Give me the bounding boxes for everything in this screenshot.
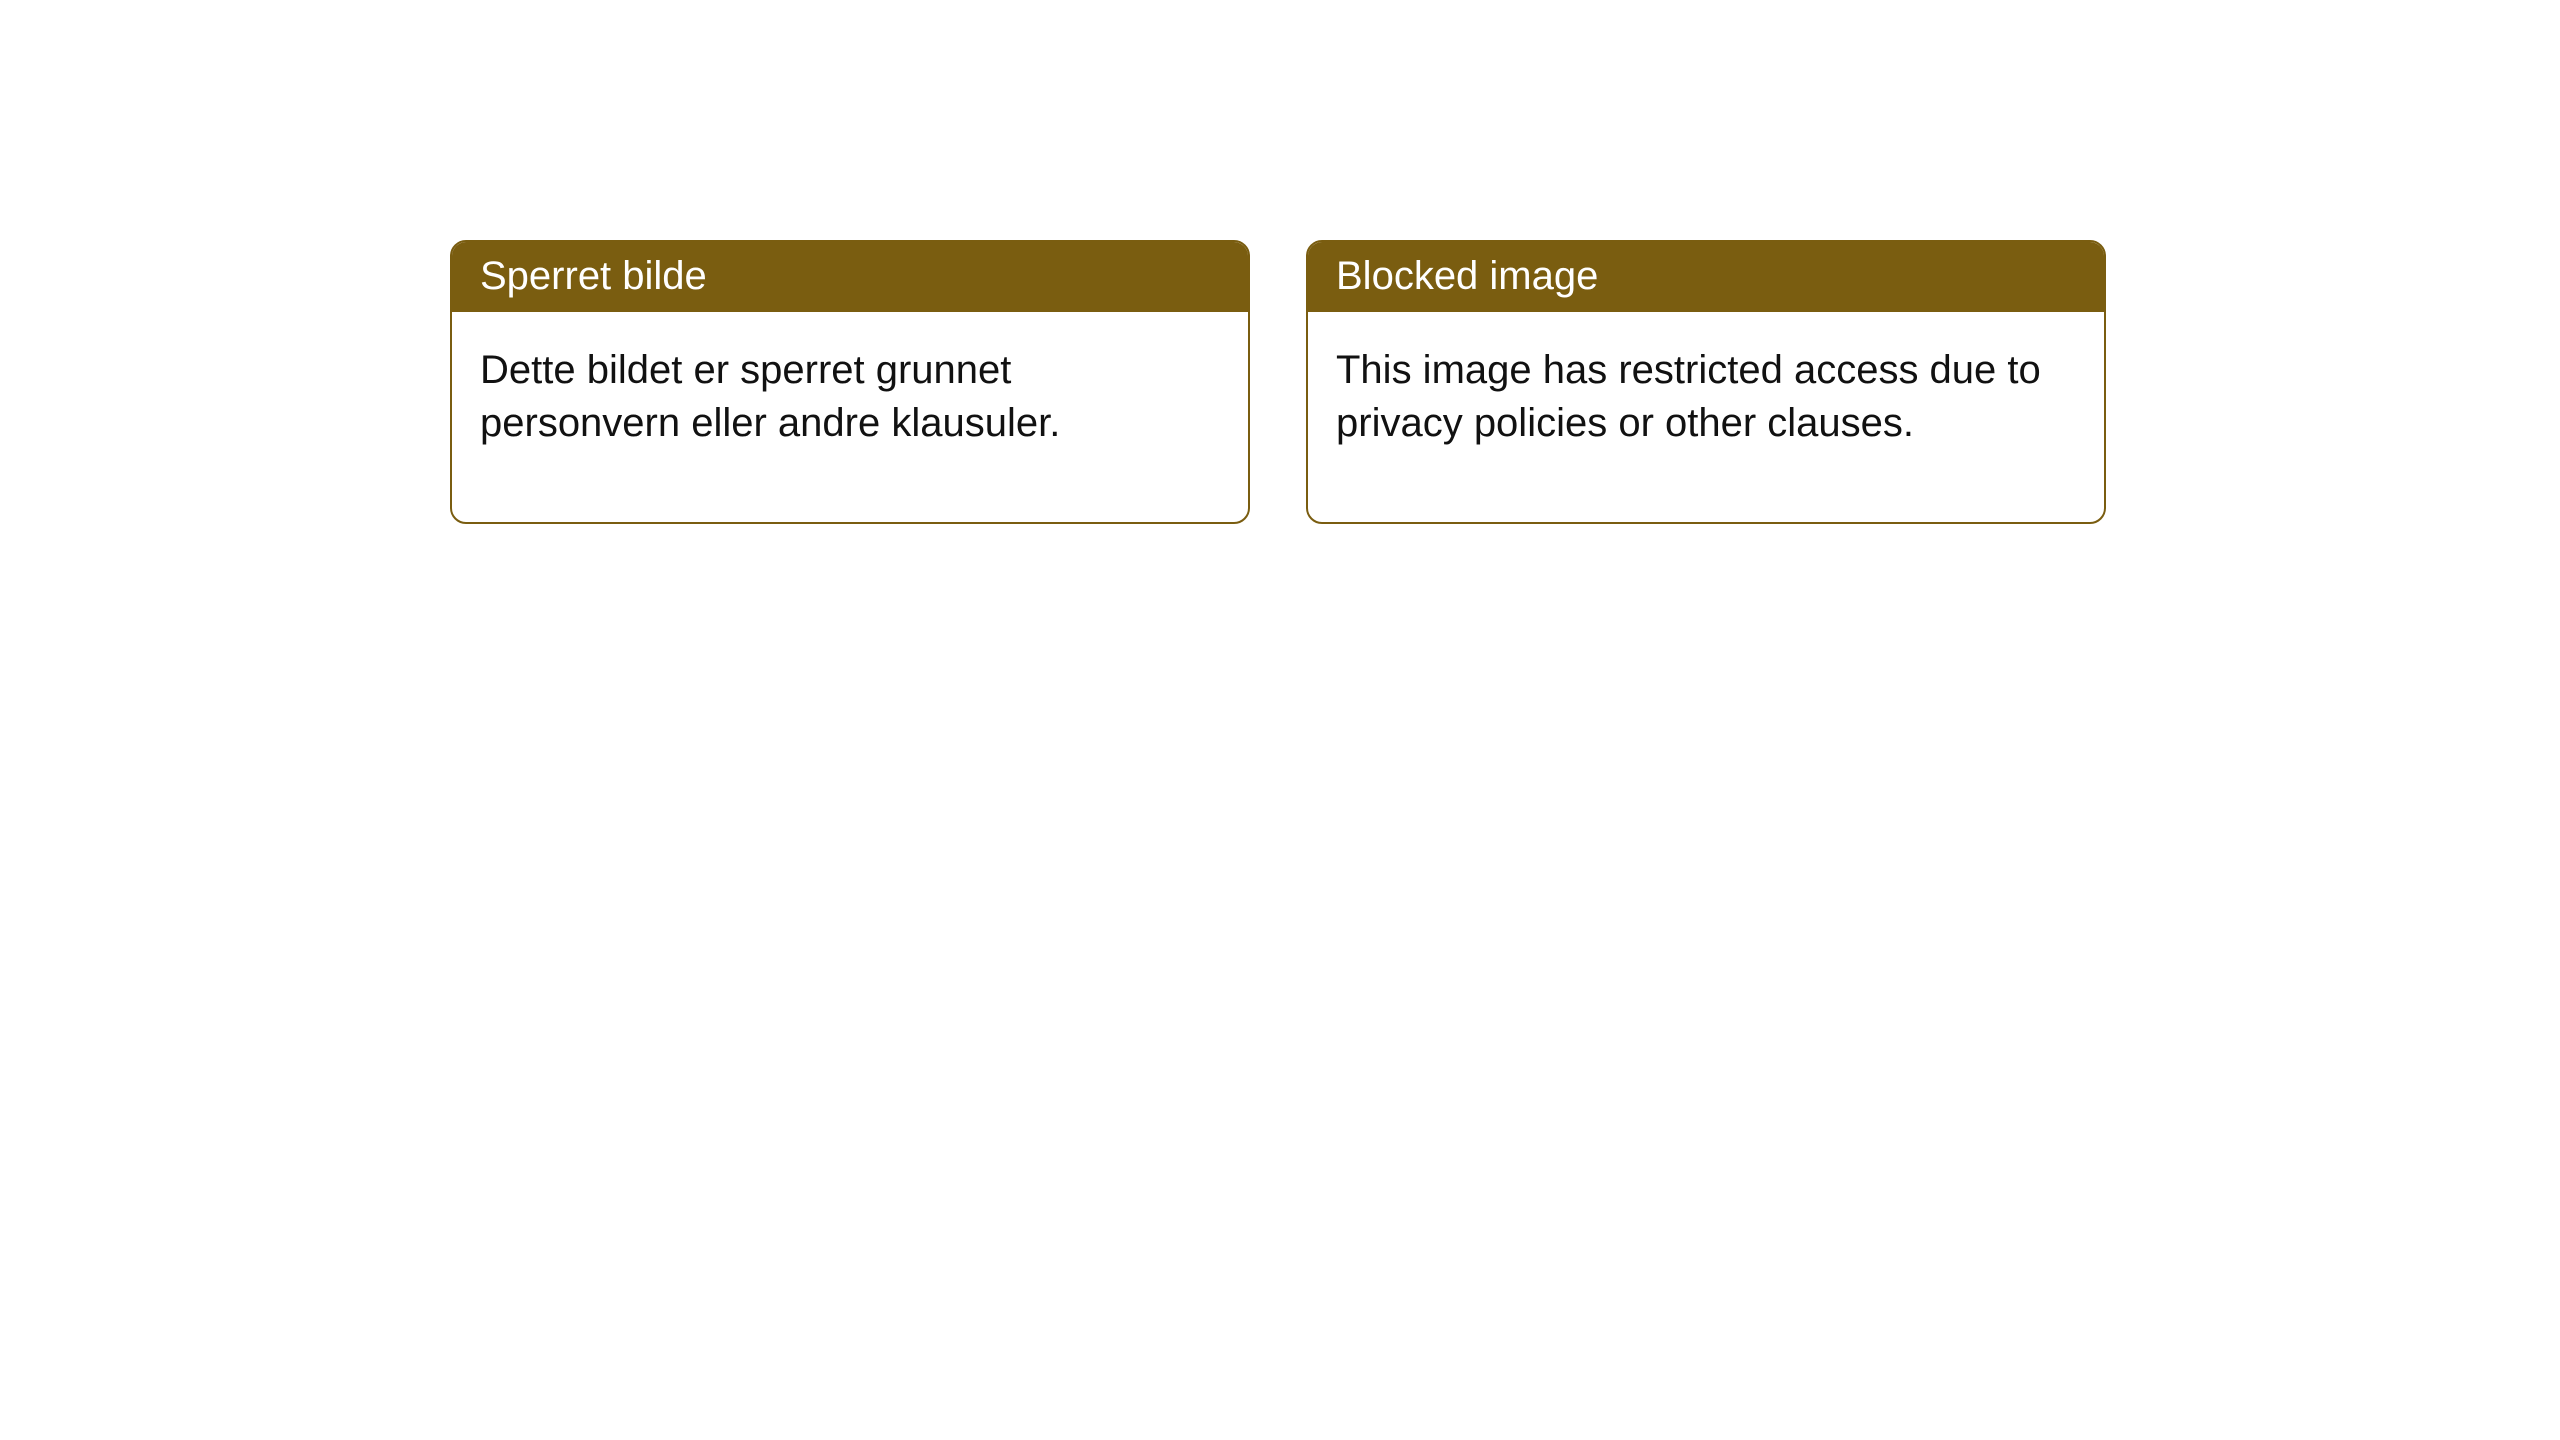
notice-title-norwegian: Sperret bilde [452, 242, 1248, 312]
notice-card-english: Blocked image This image has restricted … [1306, 240, 2106, 524]
notice-body-norwegian: Dette bildet er sperret grunnet personve… [452, 312, 1248, 522]
blocked-image-notices: Sperret bilde Dette bildet er sperret gr… [450, 240, 2106, 524]
notice-title-english: Blocked image [1308, 242, 2104, 312]
notice-body-english: This image has restricted access due to … [1308, 312, 2104, 522]
notice-card-norwegian: Sperret bilde Dette bildet er sperret gr… [450, 240, 1250, 524]
